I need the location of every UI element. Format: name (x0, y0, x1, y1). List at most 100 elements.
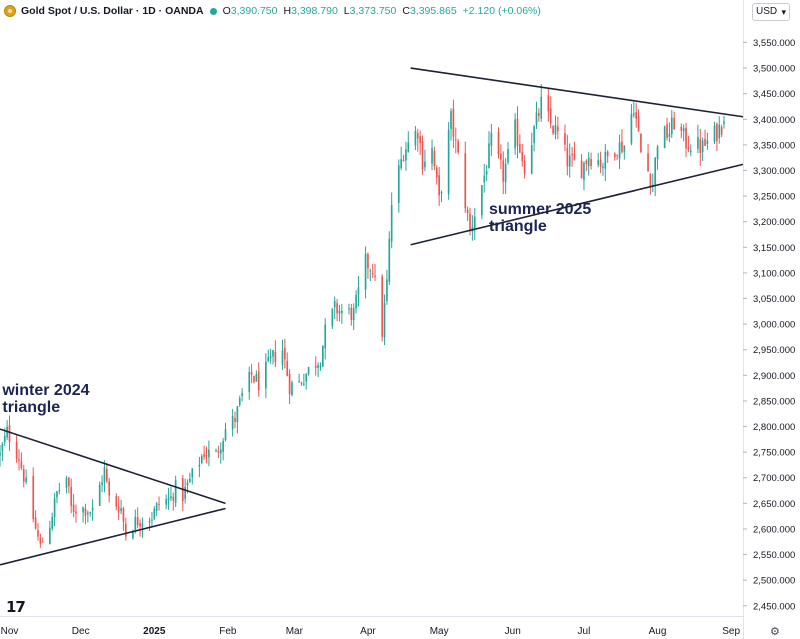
candle-body (101, 482, 103, 485)
candle (564, 124, 566, 152)
candle-body (668, 133, 671, 137)
candle-body (388, 238, 391, 282)
candle (75, 504, 77, 523)
candle (108, 478, 111, 503)
candle-series (0, 84, 725, 548)
candle-body (502, 160, 505, 182)
time-tick-label: Aug (649, 626, 667, 637)
price-tick-label: 3,100.000 (753, 268, 795, 279)
candle-body (65, 477, 68, 488)
candle (549, 96, 552, 129)
candle (105, 462, 108, 484)
candle (65, 475, 68, 494)
candle-body (466, 209, 469, 213)
candle (718, 116, 721, 144)
candle (117, 496, 120, 521)
candle (300, 381, 303, 386)
candle-body (590, 159, 592, 167)
candle-body (666, 124, 668, 138)
candle (521, 143, 524, 167)
candle-body (124, 523, 127, 537)
candle (663, 125, 666, 149)
candle-body (540, 96, 543, 119)
candle-body (523, 160, 526, 174)
candle-body (473, 216, 476, 230)
candle-body (490, 132, 493, 146)
candle (466, 206, 469, 222)
candle (91, 499, 94, 521)
candle (473, 207, 476, 240)
candle-body (623, 145, 626, 152)
candle (618, 134, 621, 170)
candle-body (454, 139, 457, 141)
trendline (0, 428, 226, 505)
annotation-label: triangle (489, 218, 547, 235)
candle-body (234, 418, 236, 422)
candle (405, 141, 407, 171)
time-tick-label: May (430, 626, 449, 637)
candle (336, 298, 338, 322)
candle-body (281, 350, 284, 365)
candle-body (70, 486, 73, 507)
candle (257, 362, 260, 397)
candle-body (713, 125, 716, 142)
candle (514, 113, 516, 155)
trendline (410, 163, 744, 246)
time-tick-label: Feb (219, 626, 237, 637)
time-axis: Nov Dec 2025 Feb Mar Apr May Jun Jul Aug Sep (0, 616, 743, 637)
candle (58, 483, 61, 495)
candle (322, 345, 324, 368)
candle (167, 487, 170, 510)
candle (485, 165, 488, 181)
candle (72, 494, 75, 518)
trendline (0, 507, 226, 566)
candle (364, 246, 367, 299)
candle (41, 537, 44, 543)
candle (165, 494, 167, 510)
gear-icon[interactable]: ⚙ (770, 626, 780, 638)
candle-body (374, 275, 376, 277)
candle (15, 433, 18, 463)
candle-body (215, 450, 217, 452)
candle-body (687, 147, 690, 150)
candle (22, 464, 25, 488)
candle (720, 124, 723, 138)
candle (616, 154, 619, 161)
candle (205, 446, 208, 464)
candle (84, 503, 87, 525)
candle (333, 296, 336, 319)
candle-body (0, 452, 1, 456)
candle-body (580, 160, 583, 179)
candle-body (635, 112, 638, 119)
candle (8, 415, 11, 452)
candle-body (597, 160, 600, 165)
candle (307, 366, 310, 376)
open-value: 3,390.750 (230, 5, 278, 17)
currency-selector[interactable]: USD ▾ (752, 3, 790, 21)
candle (331, 308, 334, 329)
candle-body (680, 126, 683, 131)
open-label: O (222, 5, 231, 17)
time-tick-label: Apr (360, 626, 376, 637)
candle (483, 163, 486, 193)
candle-body (200, 456, 203, 463)
candle-body (98, 484, 101, 506)
candle-body (89, 511, 92, 514)
candle-body (86, 512, 89, 515)
candle (587, 152, 590, 176)
candle-body (585, 160, 588, 164)
candle (32, 467, 35, 523)
candle (516, 106, 519, 159)
candle (523, 155, 526, 179)
candle-body (533, 126, 535, 143)
price-tick-label: 3,300.000 (753, 166, 795, 177)
candle-body (647, 153, 649, 172)
candle (234, 411, 236, 429)
candle (319, 362, 322, 371)
symbol-title[interactable]: Gold Spot / U.S. Dollar · 1D · OANDA (21, 5, 204, 17)
candle-body (319, 366, 322, 368)
candle (533, 124, 535, 152)
candle-body (134, 516, 137, 530)
candle (438, 167, 440, 207)
